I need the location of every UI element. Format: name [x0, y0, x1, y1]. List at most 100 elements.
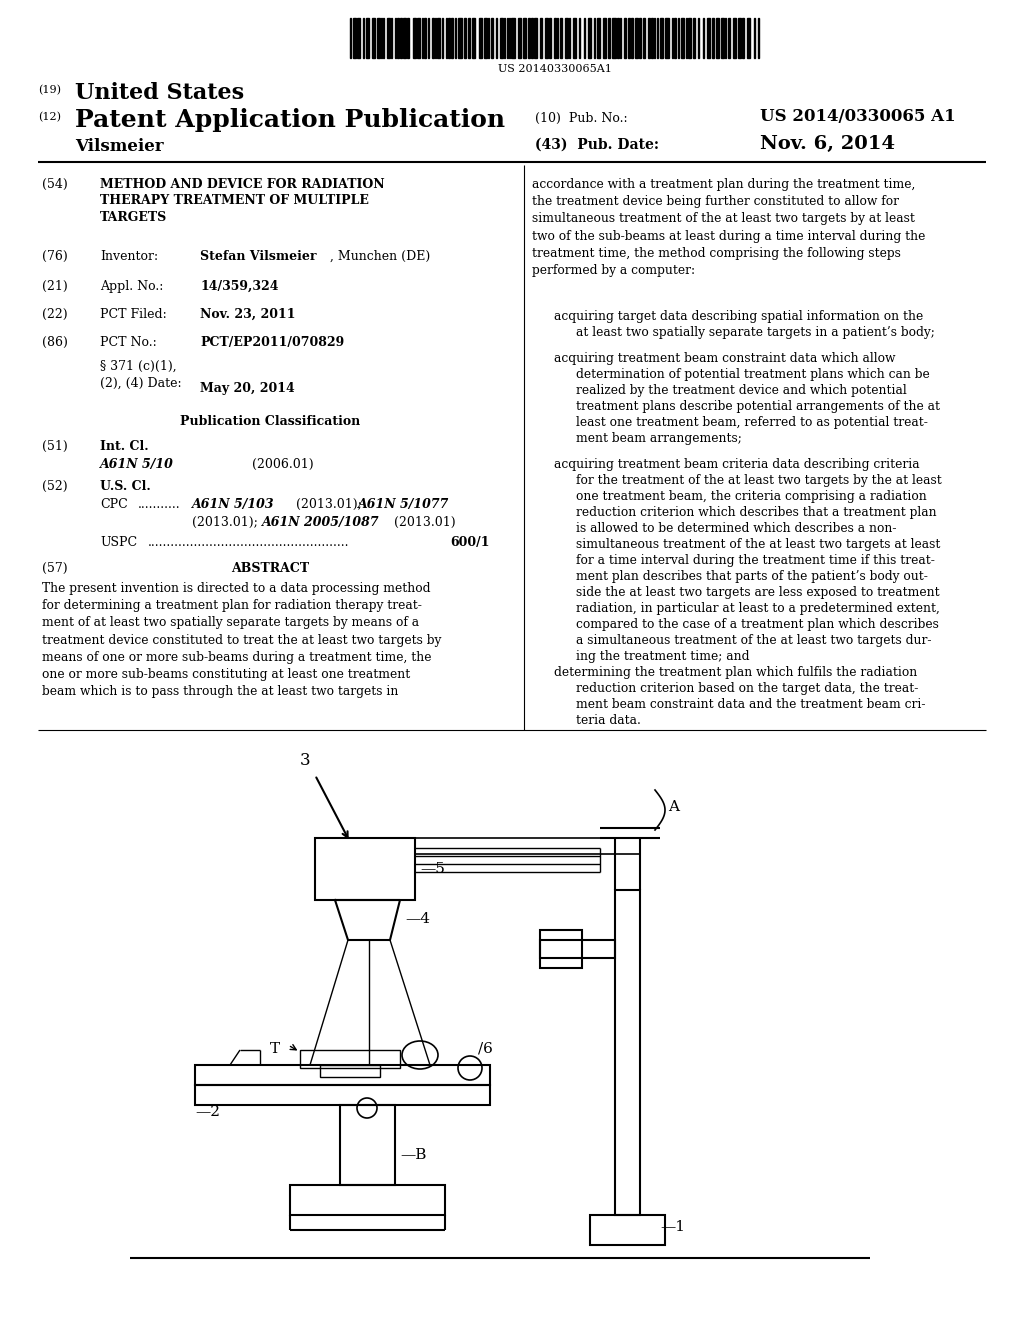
- Bar: [504, 18, 505, 58]
- Bar: [383, 18, 384, 58]
- Bar: [353, 18, 356, 58]
- Bar: [424, 18, 426, 58]
- Bar: [681, 18, 684, 58]
- Bar: [557, 18, 558, 58]
- Text: , Munchen (DE): , Munchen (DE): [330, 249, 430, 263]
- Bar: [540, 18, 543, 58]
- Bar: [632, 18, 633, 58]
- Bar: [639, 18, 641, 58]
- Bar: [717, 18, 719, 58]
- Bar: [366, 18, 369, 58]
- Bar: [693, 18, 695, 58]
- Text: a simultaneous treatment of the at least two targets dur-: a simultaneous treatment of the at least…: [575, 634, 932, 647]
- Text: CPC: CPC: [100, 498, 128, 511]
- Bar: [573, 18, 577, 58]
- Bar: [417, 18, 420, 58]
- Bar: [603, 18, 606, 58]
- Bar: [580, 18, 581, 58]
- Bar: [362, 18, 364, 58]
- Bar: [195, 1065, 490, 1085]
- Text: PCT No.:: PCT No.:: [100, 337, 157, 348]
- Text: T: T: [270, 1041, 281, 1056]
- Text: The present invention is directed to a data processing method
for determining a : The present invention is directed to a d…: [42, 582, 441, 698]
- Bar: [464, 18, 466, 58]
- Text: ...........: ...........: [138, 498, 180, 511]
- Bar: [496, 18, 497, 58]
- Text: A: A: [668, 800, 679, 814]
- Bar: [400, 18, 402, 58]
- Bar: [758, 18, 759, 58]
- Text: USPC: USPC: [100, 536, 137, 549]
- Bar: [702, 18, 703, 58]
- Bar: [597, 18, 600, 58]
- Text: reduction criterion which describes that a treatment plan: reduction criterion which describes that…: [575, 506, 937, 519]
- Bar: [568, 18, 570, 58]
- Bar: [455, 18, 457, 58]
- Bar: [615, 890, 640, 1214]
- Bar: [721, 18, 724, 58]
- Text: Nov. 23, 2011: Nov. 23, 2011: [200, 308, 296, 321]
- Bar: [728, 18, 730, 58]
- Bar: [754, 18, 755, 58]
- Bar: [688, 18, 691, 58]
- Text: Appl. No.:: Appl. No.:: [100, 280, 164, 293]
- Bar: [319, 1065, 380, 1077]
- Text: (21): (21): [42, 280, 68, 293]
- Text: (76): (76): [42, 249, 68, 263]
- Text: Int. Cl.: Int. Cl.: [100, 440, 148, 453]
- Bar: [616, 18, 618, 58]
- Bar: [428, 18, 429, 58]
- Text: acquiring treatment beam constraint data which allow: acquiring treatment beam constraint data…: [554, 352, 896, 366]
- Text: METHOD AND DEVICE FOR RADIATION
THERAPY TREATMENT OF MULTIPLE
TARGETS: METHOD AND DEVICE FOR RADIATION THERAPY …: [100, 178, 385, 224]
- Bar: [540, 931, 582, 968]
- Text: (22): (22): [42, 308, 68, 321]
- Bar: [432, 18, 434, 58]
- Text: for the treatment of the at least two targets by the at least: for the treatment of the at least two ta…: [575, 474, 942, 487]
- Text: ....................................................: ........................................…: [148, 536, 349, 549]
- Text: for a time interval during the treatment time if this treat-: for a time interval during the treatment…: [575, 554, 935, 568]
- Text: accordance with a treatment plan during the treatment time,
the treatment device: accordance with a treatment plan during …: [532, 178, 926, 277]
- Bar: [195, 1085, 490, 1105]
- Bar: [620, 18, 621, 58]
- Text: Patent Application Publication: Patent Application Publication: [75, 108, 505, 132]
- Bar: [459, 18, 462, 58]
- Bar: [648, 18, 649, 58]
- Text: § 371 (c)(1),
(2), (4) Date:: § 371 (c)(1), (2), (4) Date:: [100, 360, 181, 389]
- Text: PCT Filed:: PCT Filed:: [100, 308, 167, 321]
- Text: (51): (51): [42, 440, 68, 453]
- Bar: [357, 18, 359, 58]
- Text: May 20, 2014: May 20, 2014: [200, 381, 295, 395]
- Text: (2013.01);: (2013.01);: [193, 516, 262, 529]
- Text: (43)  Pub. Date:: (43) Pub. Date:: [535, 139, 659, 152]
- Bar: [564, 18, 567, 58]
- Bar: [528, 18, 529, 58]
- Text: compared to the case of a treatment plan which describes: compared to the case of a treatment plan…: [575, 618, 939, 631]
- Text: (54): (54): [42, 178, 68, 191]
- Text: A61N 5/10: A61N 5/10: [100, 458, 174, 471]
- Text: —4: —4: [406, 912, 430, 927]
- Bar: [478, 18, 481, 58]
- Text: Inventor:: Inventor:: [100, 249, 158, 263]
- Text: 3: 3: [300, 752, 310, 770]
- Bar: [629, 18, 631, 58]
- Bar: [511, 18, 515, 58]
- Bar: [534, 18, 537, 58]
- Bar: [373, 18, 376, 58]
- Text: ABSTRACT: ABSTRACT: [231, 562, 309, 576]
- Bar: [518, 18, 521, 58]
- Text: Publication Classification: Publication Classification: [180, 414, 360, 428]
- Bar: [540, 940, 615, 958]
- Bar: [707, 18, 710, 58]
- Text: ment plan describes that parts of the patient’s body out-: ment plan describes that parts of the pa…: [575, 570, 928, 583]
- Text: determining the treatment plan which fulfils the radiation: determining the treatment plan which ful…: [554, 667, 918, 678]
- Bar: [733, 18, 735, 58]
- Bar: [650, 18, 652, 58]
- Bar: [546, 18, 548, 58]
- Bar: [350, 18, 351, 58]
- Bar: [657, 18, 658, 58]
- Bar: [340, 1105, 395, 1185]
- Text: U.S. Cl.: U.S. Cl.: [100, 480, 151, 492]
- Bar: [408, 18, 410, 58]
- Text: treatment plans describe potential arrangements of the at: treatment plans describe potential arran…: [575, 400, 940, 413]
- Text: (86): (86): [42, 337, 68, 348]
